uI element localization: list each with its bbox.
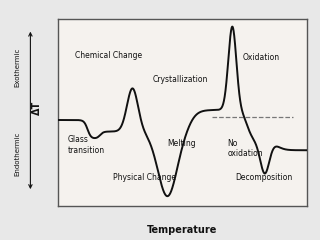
Text: Chemical Change: Chemical Change [75, 51, 142, 60]
Text: Melting: Melting [167, 139, 196, 148]
Text: Decomposition: Decomposition [235, 173, 292, 182]
Text: Temperature: Temperature [147, 225, 218, 235]
Text: Physical Change: Physical Change [113, 173, 175, 182]
Text: Exothermic: Exothermic [15, 48, 20, 87]
Text: No
oxidation: No oxidation [227, 139, 263, 158]
Text: Endothermic: Endothermic [15, 132, 20, 176]
Text: Oxidation: Oxidation [242, 53, 279, 62]
Text: Glass
transition: Glass transition [68, 135, 105, 155]
Text: Crystallization: Crystallization [152, 75, 208, 84]
Text: ΔT: ΔT [32, 101, 42, 115]
